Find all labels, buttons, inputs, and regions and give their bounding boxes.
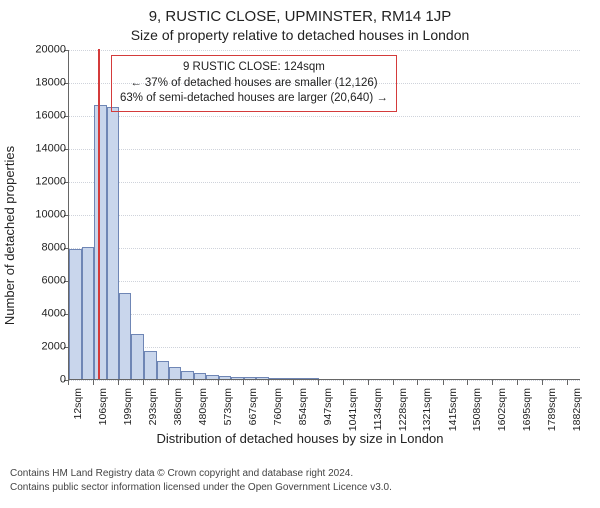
x-tick-label: 947sqm [322, 388, 334, 436]
histogram-bar [107, 107, 120, 379]
x-tick-label: 1882sqm [571, 388, 583, 436]
gridline [69, 50, 580, 51]
x-tick-label: 1508sqm [471, 388, 483, 436]
histogram-bar [244, 377, 257, 379]
x-tick-mark [218, 380, 219, 385]
x-tick-mark [93, 380, 94, 385]
x-tick-label: 293sqm [147, 388, 159, 436]
annotation-line1: 9 RUSTIC CLOSE: 124sqm [120, 60, 388, 76]
x-tick-mark [467, 380, 468, 385]
gridline [69, 149, 580, 150]
gridline [69, 347, 580, 348]
histogram-bar [94, 105, 107, 379]
annotation-box: 9 RUSTIC CLOSE: 124sqm← 37% of detached … [111, 55, 397, 112]
histogram-bar [144, 351, 157, 379]
subtitle: Size of property relative to detached ho… [0, 27, 600, 43]
x-tick-mark [517, 380, 518, 385]
x-tick-mark [243, 380, 244, 385]
histogram-bar [169, 367, 182, 379]
histogram-bar [281, 378, 294, 379]
x-tick-mark [542, 380, 543, 385]
gridline [69, 116, 580, 117]
x-tick-label: 386sqm [172, 388, 184, 436]
x-tick-label: 480sqm [197, 388, 209, 436]
y-tick-label: 0 [24, 375, 66, 386]
histogram-bar [206, 375, 219, 379]
x-tick-mark [393, 380, 394, 385]
x-tick-label: 1228sqm [397, 388, 409, 436]
histogram-bar [219, 376, 232, 379]
gridline [69, 380, 580, 381]
x-tick-mark [368, 380, 369, 385]
y-tick-label: 16000 [24, 111, 66, 122]
histogram-bar [119, 293, 132, 379]
histogram-bar [306, 378, 319, 379]
x-tick-label: 1415sqm [447, 388, 459, 436]
x-tick-mark [168, 380, 169, 385]
gridline [69, 182, 580, 183]
histogram-bar [231, 377, 244, 379]
copyright-footer: Contains HM Land Registry data © Crown c… [10, 467, 392, 494]
x-tick-mark [193, 380, 194, 385]
x-tick-mark [417, 380, 418, 385]
x-tick-mark [293, 380, 294, 385]
annotation-line3: 63% of semi-detached houses are larger (… [120, 91, 388, 107]
x-tick-mark [68, 380, 69, 385]
gridline [69, 314, 580, 315]
x-tick-label: 573sqm [222, 388, 234, 436]
footer-line1: Contains HM Land Registry data © Crown c… [10, 467, 392, 481]
x-tick-label: 1695sqm [521, 388, 533, 436]
x-tick-label: 1041sqm [347, 388, 359, 436]
y-tick-label: 2000 [24, 342, 66, 353]
histogram-bar [294, 378, 307, 379]
x-tick-label: 199sqm [122, 388, 134, 436]
y-tick-label: 6000 [24, 276, 66, 287]
x-tick-mark [318, 380, 319, 385]
y-tick-label: 10000 [24, 210, 66, 221]
x-tick-mark [567, 380, 568, 385]
x-tick-label: 1134sqm [372, 388, 384, 436]
histogram-bar [131, 334, 144, 379]
x-tick-mark [268, 380, 269, 385]
y-tick-label: 8000 [24, 243, 66, 254]
gridline [69, 281, 580, 282]
x-tick-label: 1321sqm [421, 388, 433, 436]
gridline [69, 248, 580, 249]
property-marker-line [98, 49, 100, 379]
histogram-bar [256, 377, 269, 379]
plot-area: 0200040006000800010000120001400016000180… [68, 50, 580, 380]
histogram-bar [269, 378, 282, 379]
x-tick-label: 1602sqm [496, 388, 508, 436]
y-tick-label: 18000 [24, 78, 66, 89]
x-tick-mark [143, 380, 144, 385]
histogram-bar [82, 247, 95, 379]
x-tick-mark [118, 380, 119, 385]
x-tick-mark [343, 380, 344, 385]
footer-line2: Contains public sector information licen… [10, 481, 392, 495]
x-tick-label: 12sqm [72, 388, 84, 436]
histogram-bar [157, 361, 170, 379]
y-tick-label: 4000 [24, 309, 66, 320]
x-tick-label: 667sqm [247, 388, 259, 436]
histogram-bar [194, 373, 207, 379]
x-tick-label: 106sqm [97, 388, 109, 436]
histogram-chart: Number of detached properties 0200040006… [0, 50, 600, 440]
y-tick-label: 20000 [24, 45, 66, 56]
x-tick-label: 760sqm [272, 388, 284, 436]
x-tick-mark [492, 380, 493, 385]
y-axis-label: Number of detached properties [0, 50, 20, 420]
gridline [69, 215, 580, 216]
x-tick-label: 1789sqm [546, 388, 558, 436]
y-tick-label: 12000 [24, 177, 66, 188]
histogram-bar [181, 371, 194, 379]
annotation-line2: ← 37% of detached houses are smaller (12… [120, 76, 388, 92]
address-title: 9, RUSTIC CLOSE, UPMINSTER, RM14 1JP [0, 8, 600, 25]
y-tick-label: 14000 [24, 144, 66, 155]
x-tick-label: 854sqm [297, 388, 309, 436]
x-tick-mark [443, 380, 444, 385]
histogram-bar [69, 249, 82, 379]
